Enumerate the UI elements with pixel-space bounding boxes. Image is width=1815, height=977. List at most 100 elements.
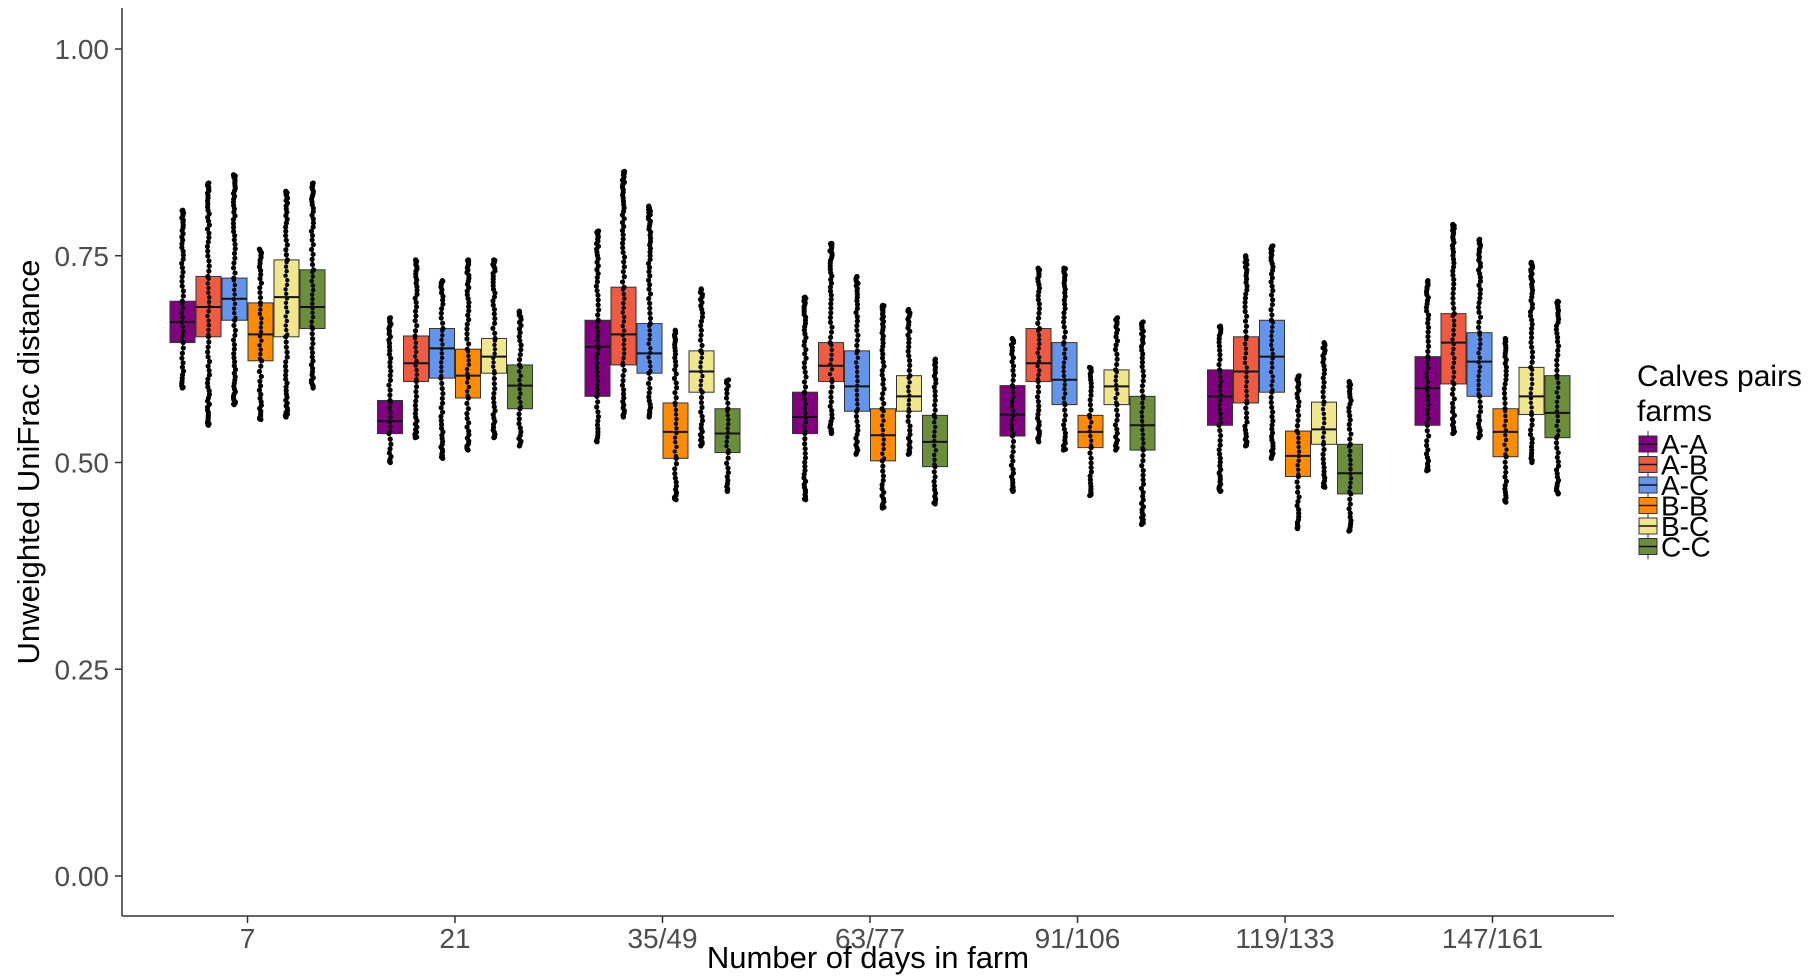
inner-point bbox=[854, 392, 860, 398]
inner-point bbox=[464, 366, 470, 372]
box-b-c-5 bbox=[1311, 339, 1337, 490]
outlier-point bbox=[1062, 301, 1068, 307]
outlier-point bbox=[1088, 455, 1094, 461]
legend-item-c-c: C-C bbox=[1638, 532, 1711, 563]
outlier-point bbox=[439, 385, 445, 392]
outlier-point bbox=[440, 409, 446, 415]
inner-point bbox=[1528, 400, 1534, 405]
inner-point bbox=[1321, 402, 1326, 407]
outlier-point bbox=[283, 372, 289, 378]
inner-point bbox=[440, 342, 445, 347]
inner-point bbox=[854, 374, 860, 379]
outlier-point bbox=[698, 409, 704, 415]
outlier-point bbox=[879, 347, 885, 353]
outlier-point bbox=[1010, 444, 1016, 450]
outlier-point bbox=[932, 388, 938, 394]
inner-point bbox=[1140, 400, 1145, 406]
outlier-point bbox=[1243, 415, 1250, 421]
inner-point bbox=[258, 329, 264, 335]
inner-point bbox=[464, 389, 470, 394]
x-tick-label: 21 bbox=[439, 923, 470, 954]
outlier-point bbox=[387, 377, 394, 383]
inner-point bbox=[413, 345, 418, 350]
outlier-point bbox=[1529, 436, 1535, 442]
box-b-b-4 bbox=[1077, 364, 1104, 499]
box-a-a-2 bbox=[584, 228, 611, 445]
outlier-point bbox=[1450, 268, 1456, 274]
inner-point bbox=[232, 292, 237, 297]
inner-point bbox=[880, 451, 885, 456]
inner-point bbox=[439, 364, 444, 370]
outlier-point bbox=[466, 420, 472, 426]
series-a-b bbox=[195, 168, 1467, 449]
outlier-point bbox=[518, 347, 524, 353]
outlier-point bbox=[1036, 305, 1042, 312]
outlier-point bbox=[1114, 361, 1120, 368]
outlier-point bbox=[1295, 408, 1301, 414]
outlier-points bbox=[1268, 243, 1276, 461]
outlier-point bbox=[1320, 456, 1326, 462]
inner-point bbox=[829, 347, 834, 353]
outlier-point bbox=[620, 245, 626, 251]
outlier-point bbox=[647, 249, 653, 255]
outlier-point bbox=[905, 413, 912, 419]
outlier-point bbox=[673, 483, 679, 489]
inner-point bbox=[464, 380, 470, 385]
outlier-point bbox=[854, 318, 860, 324]
outlier-point bbox=[853, 309, 859, 316]
outlier-point bbox=[180, 293, 186, 299]
inner-point bbox=[726, 421, 731, 427]
outlier-point bbox=[466, 299, 472, 306]
inner-point bbox=[414, 367, 419, 373]
inner-point bbox=[621, 342, 626, 347]
outlier-point bbox=[1270, 409, 1276, 415]
outlier-point bbox=[466, 317, 472, 323]
outlier-point bbox=[647, 256, 653, 263]
inner-point bbox=[1270, 378, 1275, 384]
inner-point bbox=[283, 323, 288, 328]
outlier-point bbox=[906, 357, 913, 364]
inner-point bbox=[648, 346, 653, 351]
x-axis-title: Number of days in farm bbox=[707, 940, 1029, 975]
outlier-point bbox=[1009, 359, 1015, 365]
outlier-point bbox=[439, 380, 445, 387]
outlier-point bbox=[931, 469, 937, 475]
outlier-point bbox=[1527, 309, 1534, 315]
outlier-point bbox=[594, 279, 600, 285]
box-b-c-3 bbox=[896, 306, 922, 457]
inner-point bbox=[440, 333, 445, 338]
outlier-points bbox=[593, 228, 602, 445]
outlier-point bbox=[1425, 348, 1431, 355]
outlier-point bbox=[725, 469, 731, 476]
outlier-point bbox=[1425, 316, 1431, 322]
outlier-point bbox=[1425, 343, 1432, 349]
inner-point bbox=[725, 426, 730, 431]
y-axis-title: Unweighted UniFrac distance bbox=[11, 260, 46, 665]
outlier-point bbox=[179, 274, 185, 280]
outlier-point bbox=[1346, 426, 1353, 432]
outlier-point bbox=[206, 258, 212, 264]
outlier-point bbox=[1140, 481, 1147, 487]
outlier-point bbox=[412, 402, 418, 409]
outlier-point bbox=[1010, 466, 1016, 472]
outlier-point bbox=[439, 395, 445, 402]
box-c-c-2 bbox=[714, 377, 741, 495]
outlier-point bbox=[801, 364, 808, 370]
legend-label: A-A bbox=[1661, 429, 1708, 460]
outlier-point bbox=[802, 455, 809, 461]
outlier-point bbox=[1062, 430, 1069, 436]
outlier-point bbox=[1503, 364, 1509, 370]
inner-point bbox=[414, 358, 419, 364]
inner-point bbox=[1529, 381, 1535, 387]
inner-point bbox=[1554, 399, 1560, 405]
outlier-point bbox=[232, 270, 238, 276]
inner-point bbox=[725, 408, 730, 414]
inner-point bbox=[906, 389, 911, 394]
outlier-point bbox=[1450, 405, 1456, 411]
outlier-point bbox=[1554, 338, 1561, 345]
box-rect bbox=[1025, 328, 1052, 382]
outlier-point bbox=[310, 242, 316, 248]
inner-point bbox=[1503, 452, 1508, 457]
inner-point bbox=[1348, 448, 1353, 454]
outlier-point bbox=[1061, 310, 1067, 316]
